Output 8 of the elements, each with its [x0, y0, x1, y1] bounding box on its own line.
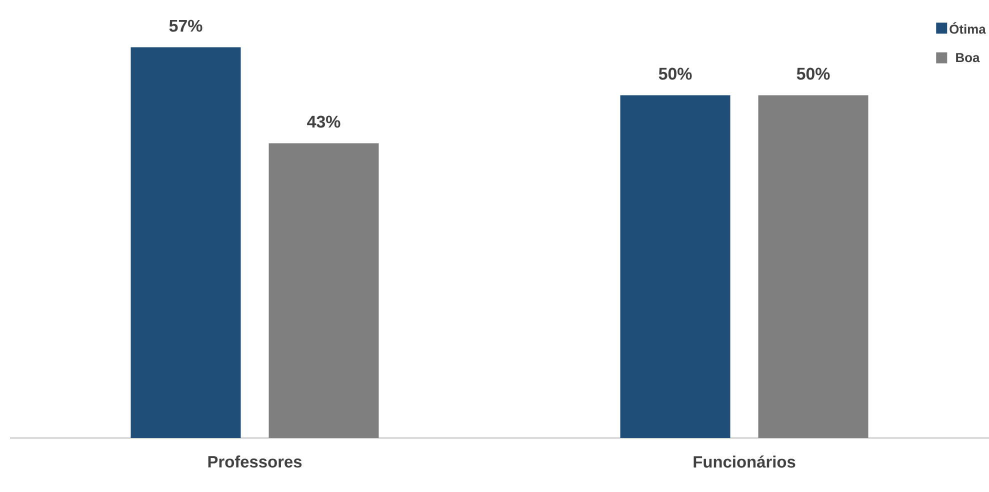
- legend-label: Boa: [956, 53, 980, 62]
- x-tick-label: Professores: [208, 456, 302, 468]
- data-label: 57%: [169, 20, 202, 32]
- x-tick-label: Funcionários: [694, 456, 796, 468]
- data-label: 50%: [796, 68, 830, 80]
- data-label: 43%: [307, 116, 340, 128]
- legend-label: Ótima: [950, 22, 986, 34]
- data-label: 50%: [658, 68, 692, 80]
